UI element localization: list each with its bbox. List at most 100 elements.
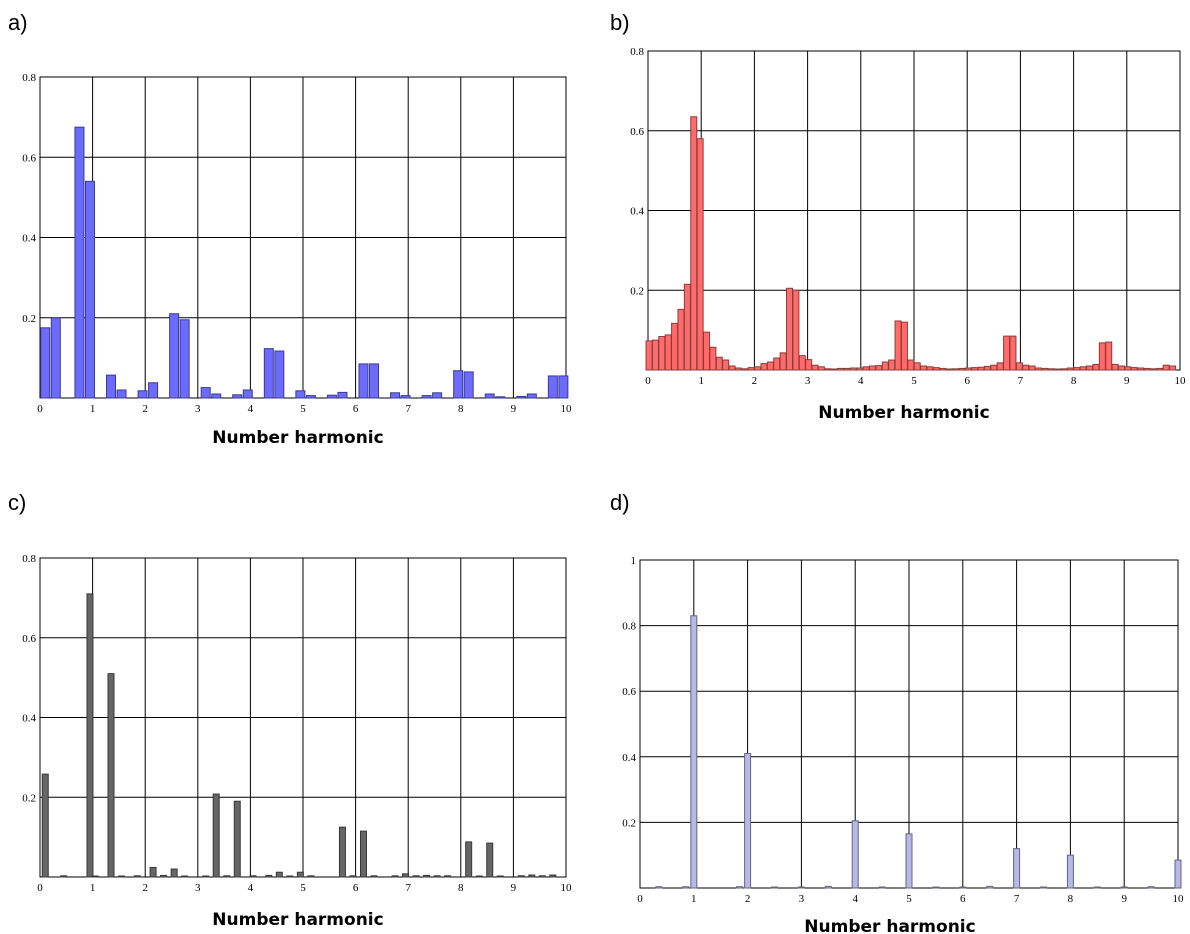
bar [160,874,168,878]
x-tick-label: 1 [90,403,96,415]
bar [200,387,211,399]
bar [421,395,432,399]
bar [888,359,896,371]
x-tick-label: 2 [752,375,758,387]
x-axis-label: Number harmonic [804,917,975,934]
bar [528,874,536,878]
x-tick-label: 1 [90,882,96,894]
bar [744,753,752,889]
x-tick-label: 0 [37,882,43,894]
bar [977,366,985,371]
bar [50,317,61,399]
bar [1156,367,1164,371]
bar [709,346,717,371]
y-tick-label: 0.6 [630,126,644,138]
bar [538,875,546,878]
bar [517,875,525,878]
x-tick-label: 9 [511,882,517,894]
panel-label-d: d) [610,490,630,515]
x-tick-label: 4 [858,375,864,387]
y-tick-label: 0.6 [22,152,36,164]
bar [60,875,68,878]
x-tick-label: 3 [195,403,201,415]
bar [907,359,915,371]
bar [849,367,857,371]
y-tick-label: 0.2 [22,792,36,804]
y-tick-label: 0.8 [630,46,644,58]
bar [433,875,441,878]
bar [1066,367,1074,371]
bar [432,392,443,399]
bar [400,395,411,399]
bar [1098,342,1106,371]
bar [1137,367,1145,371]
x-axis-label: Number harmonic [818,403,989,423]
x-tick-label: 9 [1121,893,1127,905]
bar [170,868,178,878]
y-tick-label: 0.4 [622,752,636,764]
bar [465,841,473,878]
bar [475,875,483,878]
bar [690,615,698,889]
bar [223,875,231,878]
x-tick-label: 6 [964,375,970,387]
bar [682,886,690,889]
x-tick-label: 10 [561,403,573,415]
bar [486,842,494,878]
bar [1169,365,1177,371]
bar [1066,854,1074,889]
bar [148,382,159,399]
bar [41,773,49,878]
chart-group-d: 0 1 2 3 4 5 6 7 8 9 10 0.2 0.4 0.6 0.8 1 Number harmonic [622,555,1184,934]
bar [779,352,787,371]
bar [169,313,180,399]
bar [286,875,294,878]
bar [370,875,378,878]
bar [1143,367,1151,371]
bar [658,336,666,371]
bar [754,366,762,371]
bar [118,875,126,878]
bar [107,673,115,878]
bar [212,793,220,878]
bar [805,359,813,371]
bar [84,180,95,399]
bar [905,833,913,889]
bar [875,365,883,371]
bar [86,593,94,878]
bar [1130,367,1138,371]
x-tick-label: 7 [1014,893,1020,905]
bar [549,874,557,878]
x-tick-label: 0 [637,893,643,905]
bar [830,368,838,371]
bar [817,366,825,371]
y-tick-label: 0.2 [22,313,36,325]
bar [851,820,859,889]
x-tick-label: 8 [1068,893,1074,905]
bar [760,363,768,371]
bar [526,393,537,399]
bar [773,357,781,371]
bar [651,339,659,371]
bar [1079,366,1087,371]
bar [655,886,663,889]
bar [900,321,908,371]
bar [558,375,569,399]
bar [463,371,474,399]
bar [349,875,357,878]
bar [137,390,148,399]
bar [881,361,889,371]
bar [202,875,210,878]
bar [959,886,967,889]
bar [249,875,257,878]
x-tick-label: 3 [805,375,811,387]
bar [1034,367,1042,371]
bar [296,871,304,878]
x-tick-label: 7 [405,403,411,415]
bar [484,393,495,399]
bar [939,367,947,371]
bar [869,365,877,371]
bar [1162,364,1170,371]
bar [390,392,401,399]
bar [423,874,431,878]
